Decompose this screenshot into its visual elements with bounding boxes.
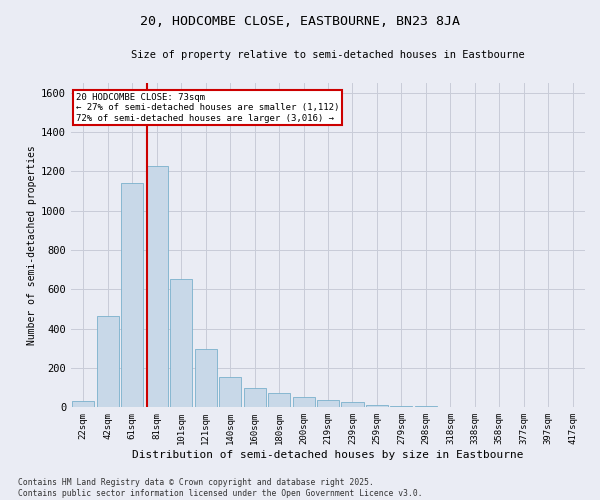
Y-axis label: Number of semi-detached properties: Number of semi-detached properties [27, 146, 37, 345]
Text: 20, HODCOMBE CLOSE, EASTBOURNE, BN23 8JA: 20, HODCOMBE CLOSE, EASTBOURNE, BN23 8JA [140, 15, 460, 28]
Bar [194, 350, 217, 408]
Title: Size of property relative to semi-detached houses in Eastbourne: Size of property relative to semi-detach… [131, 50, 525, 60]
Bar [97, 316, 119, 408]
Bar [293, 396, 314, 407]
Bar [366, 406, 388, 407]
X-axis label: Distribution of semi-detached houses by size in Eastbourne: Distribution of semi-detached houses by … [132, 450, 524, 460]
Text: 20 HODCOMBE CLOSE: 73sqm
← 27% of semi-detached houses are smaller (1,112)
72% o: 20 HODCOMBE CLOSE: 73sqm ← 27% of semi-d… [76, 92, 340, 122]
Bar [341, 402, 364, 407]
Bar [268, 392, 290, 407]
Bar [317, 400, 339, 407]
Bar [219, 377, 241, 408]
Bar [415, 406, 437, 408]
Text: Contains HM Land Registry data © Crown copyright and database right 2025.
Contai: Contains HM Land Registry data © Crown c… [18, 478, 422, 498]
Bar [146, 166, 168, 408]
Bar [244, 388, 266, 407]
Bar [391, 406, 412, 408]
Bar [121, 183, 143, 408]
Bar [170, 278, 192, 407]
Bar [72, 402, 94, 407]
